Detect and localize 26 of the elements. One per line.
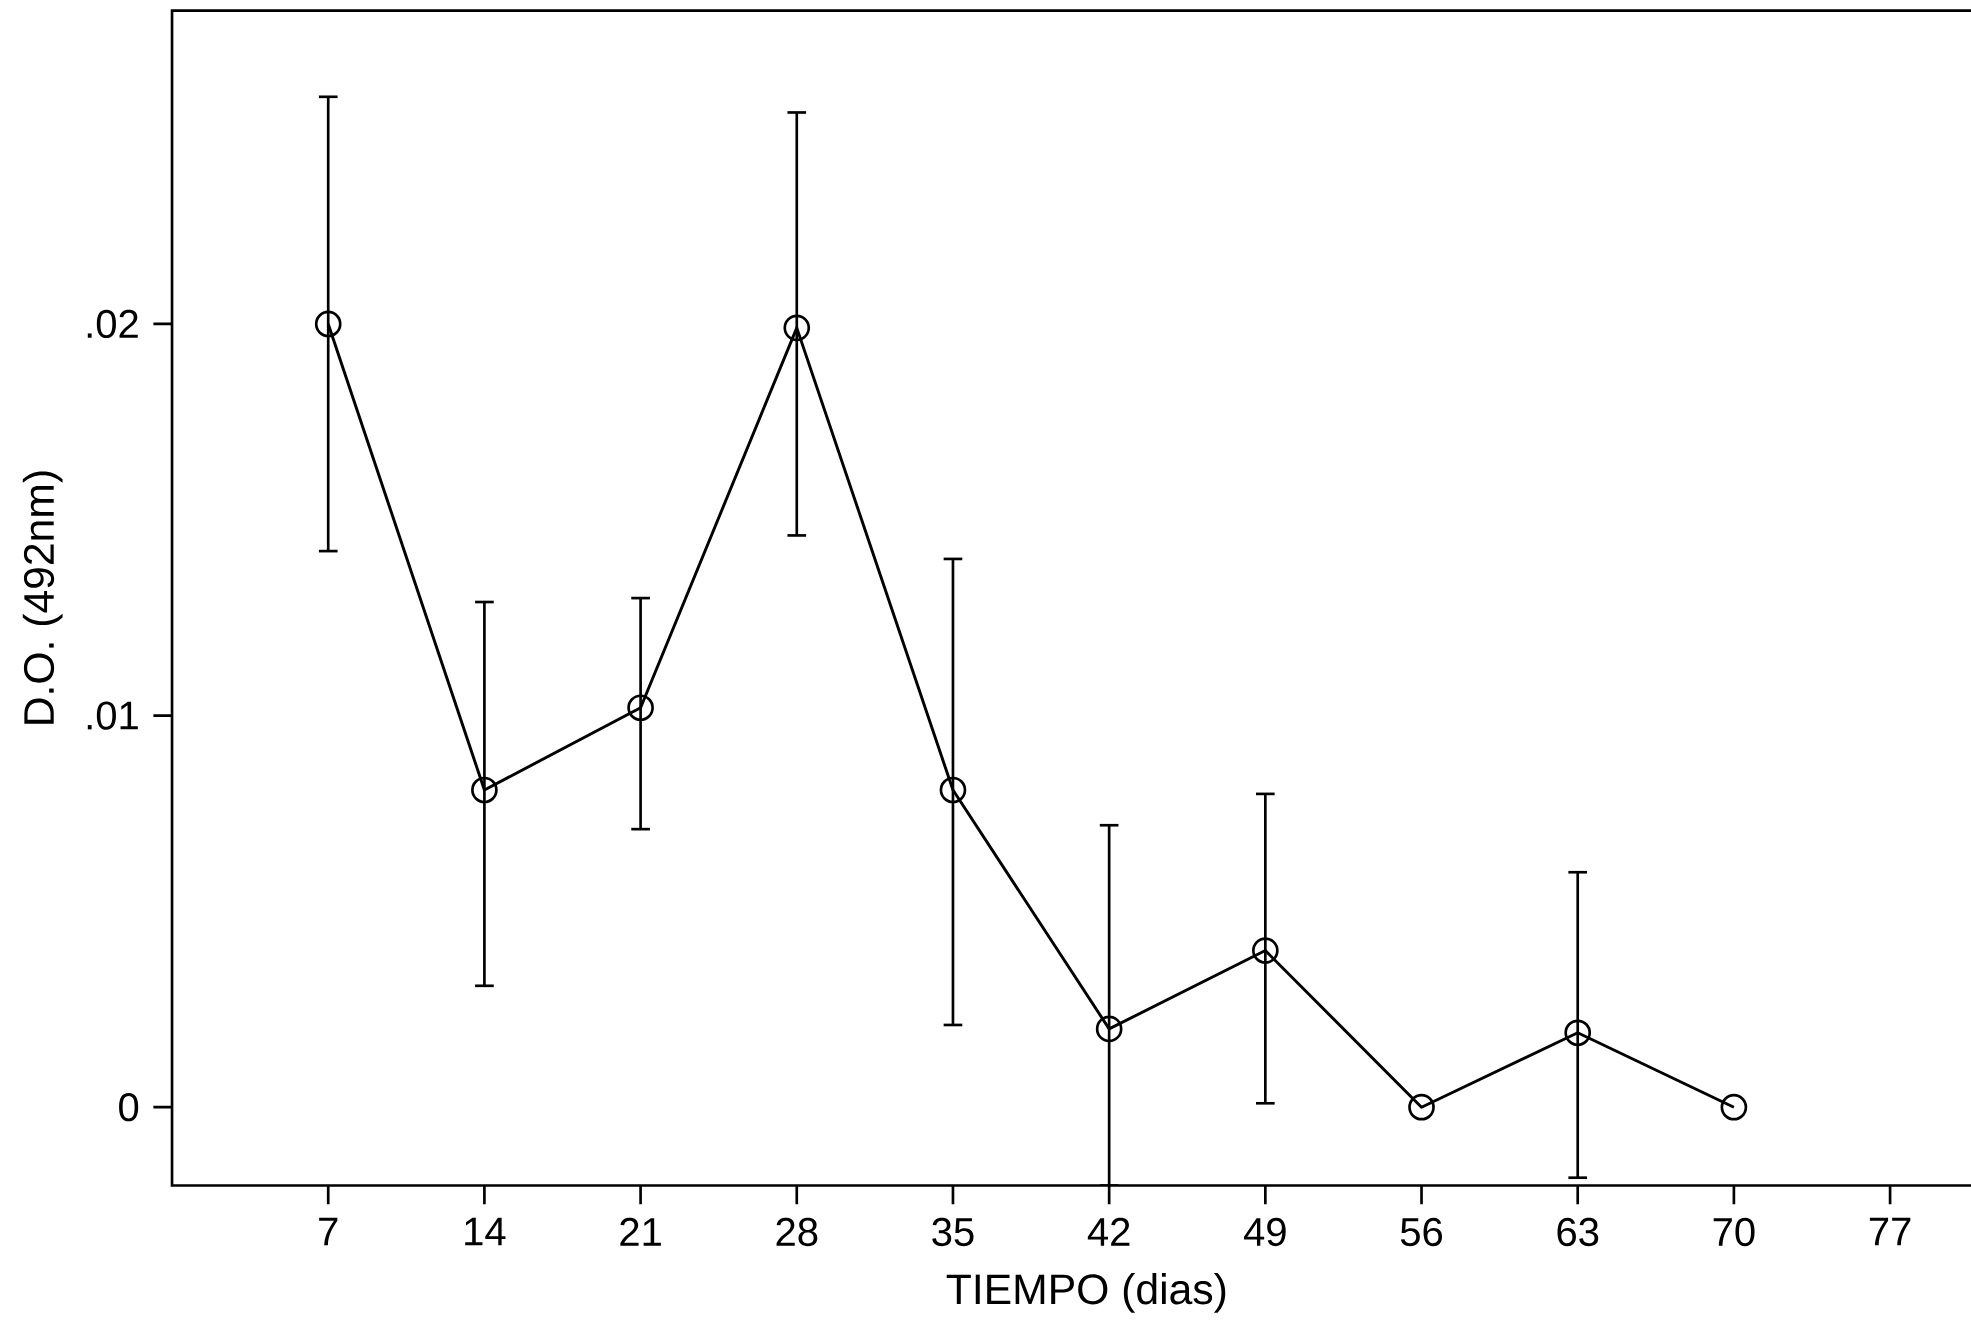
point — [1251, 937, 1279, 964]
y-tick-label: 0 — [119, 1092, 139, 1122]
point — [1720, 1093, 1748, 1121]
x-tick-label: 56 — [1400, 1217, 1443, 1247]
point — [1095, 1015, 1123, 1043]
point — [627, 694, 654, 721]
x-tick-label: 70 — [1713, 1217, 1755, 1247]
x-tick-label: 35 — [932, 1217, 974, 1247]
point — [1564, 1019, 1592, 1047]
x-tick-label: 77 — [1869, 1217, 1911, 1246]
point — [471, 776, 498, 804]
point — [314, 310, 342, 338]
x-tick-label: 42 — [1087, 1217, 1130, 1246]
x-axis-title: TIEMPO (dias) — [946, 1272, 1226, 1313]
x-tick-label: 63 — [1557, 1217, 1599, 1247]
point — [783, 314, 811, 342]
x-tick-label: 14 — [465, 1217, 506, 1246]
y-axis-title: D.O. (492nm) — [22, 471, 63, 724]
y-tick-label: .02 — [87, 309, 138, 339]
x-tick-label: 28 — [776, 1217, 818, 1247]
x-tick-label: 49 — [1244, 1217, 1286, 1247]
x-tick-label: 21 — [620, 1217, 661, 1246]
x-tick-label: 7 — [319, 1217, 338, 1246]
point — [1408, 1093, 1435, 1121]
point — [939, 776, 967, 804]
y-tick-label: .01 — [87, 701, 138, 730]
